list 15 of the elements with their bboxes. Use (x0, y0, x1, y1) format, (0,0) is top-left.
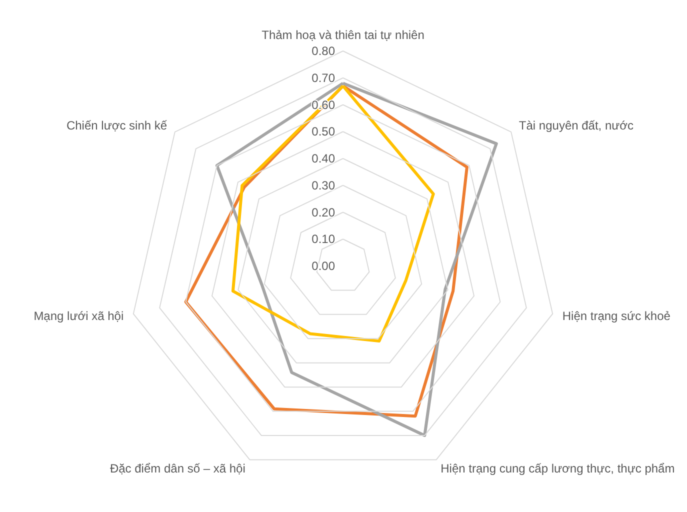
y-tick-label: 0.30 (312, 178, 336, 192)
y-tick-label: 0.20 (312, 205, 336, 220)
spoke-label: Thảm hoạ và thiên tai tự nhiên (262, 28, 424, 42)
y-tick-label: 0.70 (312, 70, 336, 85)
spoke-label: Chiến lược sinh kế (66, 118, 168, 133)
y-tick-label: 0.00 (312, 259, 336, 273)
spoke-label: Hiện trạng cung cấp lương thực, thực phẩm (440, 462, 675, 476)
y-tick-label: 0.10 (312, 232, 336, 246)
y-tick-label: 0.40 (312, 152, 336, 166)
y-tick-label: 0.80 (312, 44, 336, 58)
spoke-label: Đặc điểm dân số – xã hội (110, 462, 246, 476)
y-tick-label: 0.50 (312, 124, 336, 139)
spoke-label: Mạng lưới xã hội (34, 309, 124, 324)
spoke-label: Tài nguyên đất, nước (518, 118, 634, 133)
spoke-label: Hiện trạng sức khoẻ (562, 309, 671, 324)
